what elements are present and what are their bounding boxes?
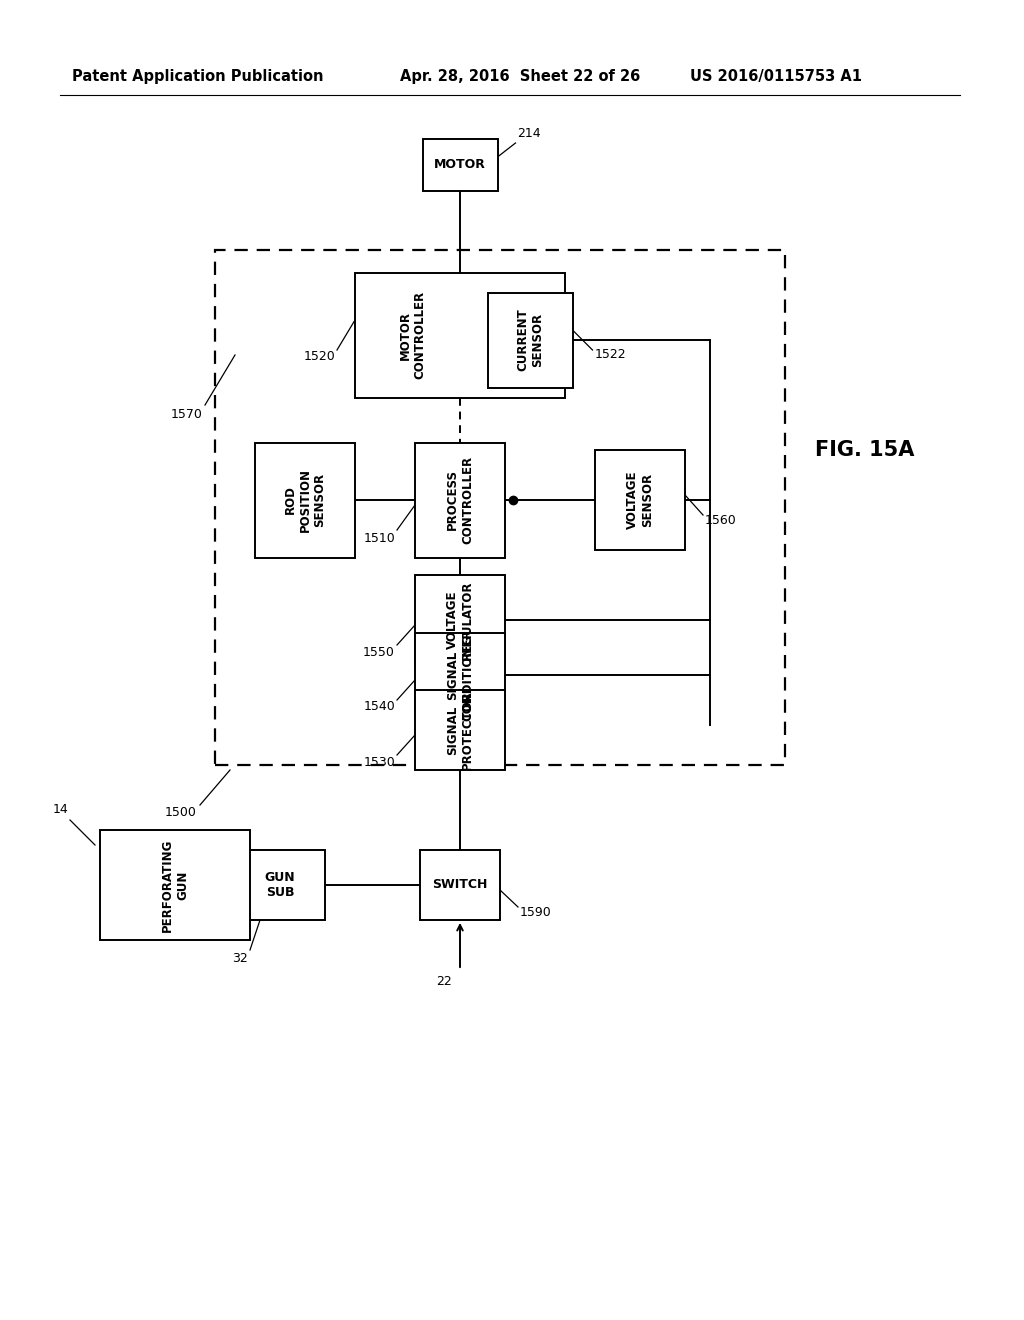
Text: CURRENT
SENSOR: CURRENT SENSOR xyxy=(516,309,544,371)
Text: 22: 22 xyxy=(436,975,452,987)
Text: 1520: 1520 xyxy=(303,351,335,363)
Text: 1560: 1560 xyxy=(705,513,736,527)
Text: GUN
SUB: GUN SUB xyxy=(264,871,295,899)
Bar xyxy=(420,850,500,920)
Text: PERFORATING
GUN: PERFORATING GUN xyxy=(161,838,189,932)
Bar xyxy=(487,293,572,388)
Text: 1550: 1550 xyxy=(364,645,395,659)
Bar xyxy=(255,442,355,557)
Text: 32: 32 xyxy=(232,952,248,965)
Text: Apr. 28, 2016  Sheet 22 of 26: Apr. 28, 2016 Sheet 22 of 26 xyxy=(400,69,640,84)
Text: 1510: 1510 xyxy=(364,532,395,544)
Text: MOTOR: MOTOR xyxy=(434,158,486,172)
Text: Patent Application Publication: Patent Application Publication xyxy=(72,69,324,84)
Text: VOLTAGE
SENSOR: VOLTAGE SENSOR xyxy=(626,471,654,529)
Text: 1590: 1590 xyxy=(520,907,552,920)
Text: 14: 14 xyxy=(52,803,68,816)
Text: US 2016/0115753 A1: US 2016/0115753 A1 xyxy=(690,69,862,84)
Text: SIGNAL
CONDITIONER: SIGNAL CONDITIONER xyxy=(446,628,474,721)
Text: SWITCH: SWITCH xyxy=(432,879,487,891)
Bar xyxy=(415,442,505,557)
Text: ROD
POSITION
SENSOR: ROD POSITION SENSOR xyxy=(284,469,327,532)
Bar xyxy=(423,139,498,191)
Bar xyxy=(595,450,685,550)
Text: PROCESS
CONTROLLER: PROCESS CONTROLLER xyxy=(446,455,474,544)
Text: VOLTAGE
REGULATOR: VOLTAGE REGULATOR xyxy=(446,581,474,660)
Text: 1522: 1522 xyxy=(595,348,626,362)
Bar xyxy=(415,632,505,718)
Text: MOTOR
CONTROLLER: MOTOR CONTROLLER xyxy=(398,290,427,379)
Bar xyxy=(415,690,505,770)
Text: 1530: 1530 xyxy=(364,755,395,768)
Bar xyxy=(215,249,785,766)
Bar xyxy=(234,850,325,920)
Bar xyxy=(100,830,250,940)
Text: 1540: 1540 xyxy=(364,701,395,714)
Text: 1570: 1570 xyxy=(171,408,203,421)
Bar xyxy=(415,576,505,665)
Text: 214: 214 xyxy=(517,127,541,140)
Text: FIG. 15A: FIG. 15A xyxy=(815,440,914,459)
Text: 1500: 1500 xyxy=(165,807,197,820)
Bar xyxy=(355,272,565,397)
Text: SIGNAL
PROTECTOR: SIGNAL PROTECTOR xyxy=(446,690,474,770)
